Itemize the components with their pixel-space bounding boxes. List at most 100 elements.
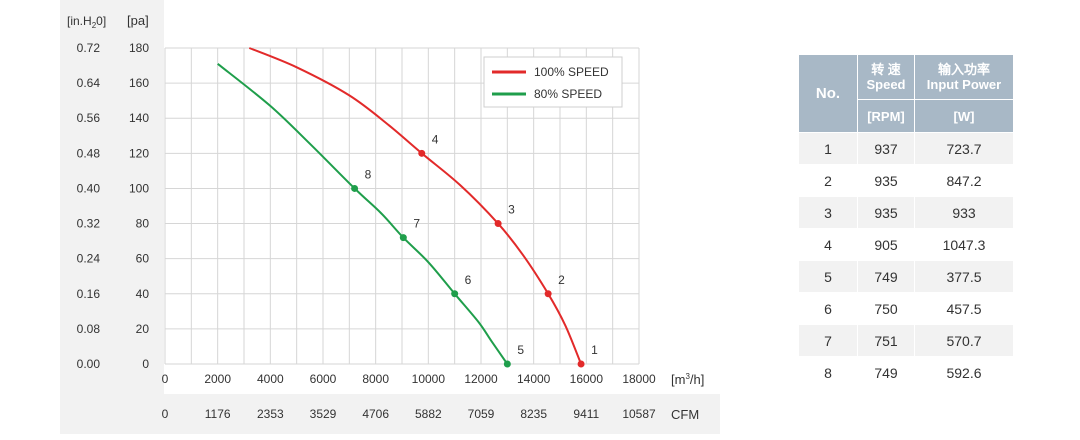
data-point-8: [351, 184, 359, 192]
table-row: 6 750 457.5: [798, 292, 1014, 325]
point-label-1: 1: [591, 343, 598, 357]
table-row: 1 937 723.7: [798, 132, 1014, 165]
inh2o-tick-label: 0.32: [77, 217, 101, 231]
speed-header-en: Speed: [866, 77, 906, 92]
right-axis-label: [pa]: [127, 13, 149, 28]
inh2o-tick-label: 0.72: [77, 41, 101, 55]
cfm-tick-label: 4706: [362, 407, 389, 421]
pa-tick-label: 60: [136, 252, 150, 266]
row-power: 847.2: [914, 164, 1014, 197]
x-tick-label: 16000: [570, 372, 604, 386]
cfm-tick-label: 7059: [468, 407, 495, 421]
no-header: No.: [798, 54, 858, 133]
point-label-4: 4: [432, 132, 439, 146]
row-power: 933: [914, 196, 1014, 229]
pa-tick-label: 120: [129, 146, 149, 160]
data-point-2: [544, 290, 552, 298]
pa-tick-label: 100: [129, 181, 149, 195]
table-unit-row: [RPM] [W]: [799, 99, 1014, 133]
series: 1 2 3 4 5 6 7 8: [217, 47, 598, 368]
x-tick-label: 14000: [517, 372, 551, 386]
x-tick-label: 4000: [257, 372, 284, 386]
cfm-tick-label: 1176: [205, 407, 231, 421]
cfm-label: CFM: [671, 407, 699, 422]
x-tick-label: 10000: [412, 372, 446, 386]
row-power: 457.5: [914, 292, 1014, 325]
row-power: 592.6: [914, 356, 1014, 389]
speed-header-cn: 转 速: [871, 62, 901, 77]
cfm-tick-label: 3529: [310, 407, 337, 421]
fan-performance-chart: [in.H20] [pa] [m3/h] CFM 0.72 1800.64 1600…: [60, 0, 720, 434]
performance-table: No. 转 速 Speed 输入功率 Input Power [RPM] [W]…: [798, 54, 1014, 389]
point-label-6: 6: [465, 273, 472, 287]
cfm-tick-label: 5882: [415, 407, 442, 421]
point-label-7: 7: [413, 217, 420, 231]
power-header: 输入功率 Input Power: [914, 54, 1014, 100]
inh2o-tick-label: 0.48: [77, 146, 101, 160]
cfm-tick-label: 9411: [573, 407, 599, 421]
x-tick-label: 12000: [464, 372, 498, 386]
row-no: 4: [798, 228, 858, 261]
inh2o-tick-label: 0.08: [77, 322, 101, 336]
data-point-5: [503, 360, 511, 368]
row-rpm: 935: [857, 164, 915, 197]
legend-label-1: 100% SPEED: [534, 65, 609, 79]
pa-tick-label: 20: [136, 322, 150, 336]
row-rpm: 749: [857, 356, 915, 389]
x-tick-label: 0: [162, 372, 169, 386]
table-row: 8 749 592.6: [798, 356, 1014, 389]
row-rpm: 751: [857, 324, 915, 357]
row-power: 377.5: [914, 260, 1014, 293]
pa-tick-label: 40: [136, 287, 150, 301]
table-row: 3 935 933: [798, 196, 1014, 229]
legend: 100% SPEED 80% SPEED: [483, 56, 623, 108]
speed-header: 转 速 Speed: [857, 54, 915, 100]
axis-labels: [in.H20] [pa] [m3/h] CFM 0.72 1800.64 1600…: [67, 13, 704, 422]
x-tick-label: 18000: [622, 372, 656, 386]
row-power: 1047.3: [914, 228, 1014, 261]
row-rpm: 935: [857, 196, 915, 229]
point-label-2: 2: [558, 273, 565, 287]
inh2o-tick-label: 0.40: [77, 181, 101, 195]
x-tick-label: 8000: [362, 372, 389, 386]
grid-lines: [164, 47, 640, 365]
row-no: 6: [798, 292, 858, 325]
table-body: 1 937 723.7 2 935 847.2 3 935 933 4 905 1047.3 5 749 3…: [798, 132, 1014, 389]
row-rpm: 905: [857, 228, 915, 261]
x-tick-label: 2000: [204, 372, 231, 386]
row-power: 723.7: [914, 132, 1014, 165]
inh2o-tick-label: 0.56: [77, 111, 101, 125]
power-unit: [W]: [914, 99, 1014, 133]
x-tick-label: 6000: [310, 372, 337, 386]
row-no: 2: [798, 164, 858, 197]
cfm-tick-label: 8235: [520, 407, 547, 421]
cfm-tick-label: 2353: [257, 407, 284, 421]
legend-label-2: 80% SPEED: [534, 87, 602, 101]
speed-unit: [RPM]: [857, 99, 915, 133]
bottom-axis-band: [60, 394, 720, 434]
pa-tick-label: 80: [136, 217, 150, 231]
point-label-8: 8: [365, 167, 372, 181]
power-header-en: Input Power: [926, 77, 1002, 92]
inh2o-tick-label: 0.00: [77, 357, 101, 371]
data-point-3: [494, 220, 502, 228]
cfm-tick-label: 0: [162, 407, 169, 421]
data-point-1: [577, 360, 585, 368]
left-axis-label: [in.H20]: [67, 14, 106, 30]
row-rpm: 937: [857, 132, 915, 165]
x-unit-label: [m3/h]: [671, 372, 704, 387]
data-point-6: [451, 290, 459, 298]
inh2o-tick-label: 0.64: [77, 76, 101, 90]
series-line-1: [248, 47, 583, 365]
power-header-cn: 输入功率: [937, 62, 990, 77]
pa-tick-label: 160: [129, 76, 149, 90]
inh2o-tick-label: 0.16: [77, 287, 101, 301]
table-row: 2 935 847.2: [798, 164, 1014, 197]
row-no: 3: [798, 196, 858, 229]
inh2o-tick-label: 0.24: [77, 252, 101, 266]
table-row: 5 749 377.5: [798, 260, 1014, 293]
legend-box: [483, 56, 623, 108]
row-power: 570.7: [914, 324, 1014, 357]
table-row: 4 905 1047.3: [798, 228, 1014, 261]
data-point-7: [399, 234, 407, 242]
